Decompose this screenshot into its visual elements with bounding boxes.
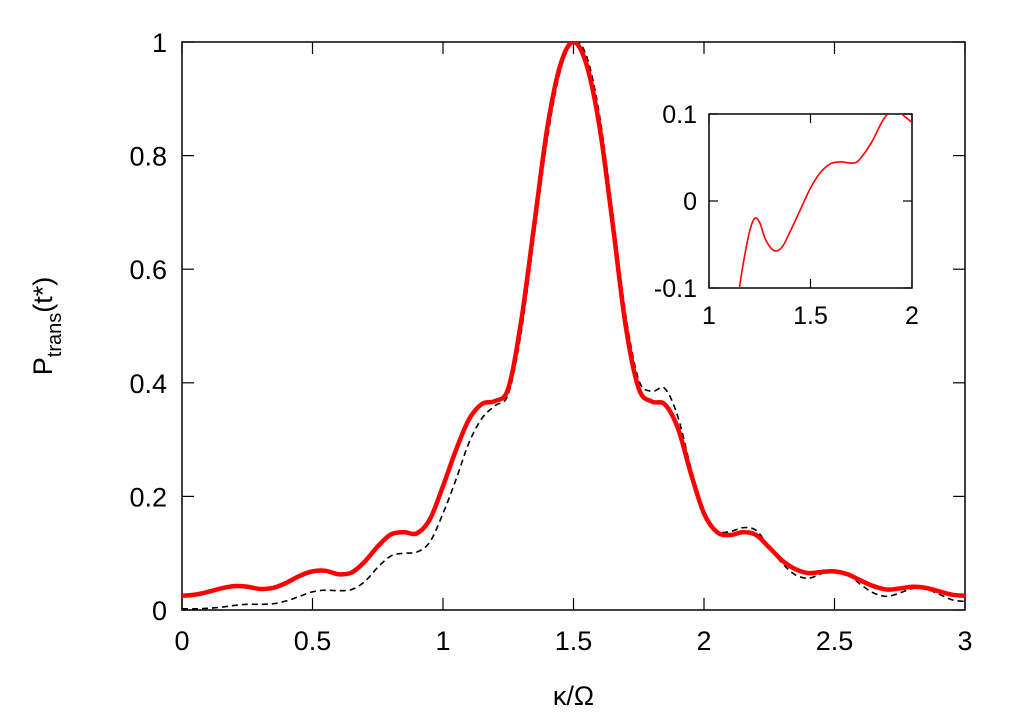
x-axis-label: κ/Ω <box>553 681 594 711</box>
main-x-tick-label: 1 <box>435 626 450 656</box>
main-x-tick-label: 2.5 <box>816 626 854 656</box>
y-axis-label-main: P <box>28 357 58 375</box>
inset-plot: 1 1.5 2 -0.1 0 0.1 <box>654 101 919 330</box>
inset-background <box>709 114 912 288</box>
main-y-tick-label: 0.2 <box>129 482 167 512</box>
y-axis-label: Ptrans(t*) <box>28 277 66 375</box>
main-plot: 0 0.5 1 1.5 2 2.5 3 0 0.2 0.4 0.6 0.8 1 <box>129 28 972 656</box>
main-y-tick-label: 0 <box>152 596 167 626</box>
y-axis-label-sub: trans <box>44 313 66 357</box>
main-x-tick-label: 3 <box>957 626 972 656</box>
inset-y-tick-label: 0 <box>683 188 697 216</box>
inset-x-tick-label: 2 <box>905 302 919 330</box>
main-x-tick-label: 2 <box>696 626 711 656</box>
inset-y-tick-label: -0.1 <box>654 275 697 303</box>
y-axis-label-suffix: (t*) <box>28 277 58 313</box>
inset-series-0-line <box>738 114 912 288</box>
main-series-0-line <box>182 42 965 599</box>
inset-x-tick-label: 1 <box>702 302 716 330</box>
inset-ticks: 1 1.5 2 -0.1 0 0.1 <box>654 101 919 330</box>
main-x-tick-label: 1.5 <box>555 626 593 656</box>
main-series <box>182 42 965 610</box>
main-y-tick-label: 0.8 <box>129 142 167 172</box>
inset-y-tick-label: 0.1 <box>662 101 697 129</box>
main-y-tick-label: 0.4 <box>129 369 167 399</box>
main-ticks: 0 0.5 1 1.5 2 2.5 3 0 0.2 0.4 0.6 0.8 1 <box>129 28 972 656</box>
inset-series <box>738 114 912 288</box>
main-y-tick-label: 0.6 <box>129 255 167 285</box>
inset-x-tick-label: 1.5 <box>793 302 828 330</box>
main-x-tick-label: 0.5 <box>294 626 332 656</box>
main-x-tick-label: 0 <box>174 626 189 656</box>
main-y-tick-label: 1 <box>152 28 167 58</box>
